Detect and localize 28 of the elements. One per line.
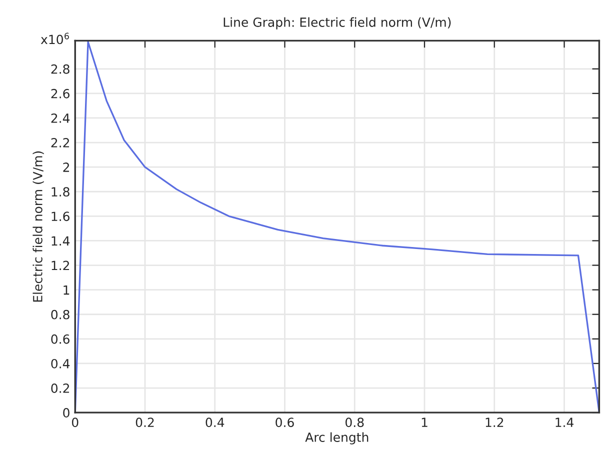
x-tick-label: 1: [422, 418, 428, 427]
y-tick-label: 0: [63, 408, 70, 418]
y-tick-label: 1.8: [52, 187, 70, 197]
y-tick-label: 2.8: [51, 64, 70, 74]
y-tick-label: 2.2: [51, 138, 70, 148]
chart-title: Line Graph: Electric field norm (V/m): [224, 17, 451, 30]
y-tick-label: 0.6: [51, 334, 70, 344]
y-axis-title: Electric field norm (V/m): [32, 151, 44, 302]
y-tick-label: 1.4: [52, 236, 70, 246]
y-tick-label: 1.2: [52, 260, 70, 270]
y-tick-label: 1.6: [52, 212, 70, 222]
x-tick-label: 0.2: [136, 418, 154, 428]
line-series: [75, 41, 600, 413]
y-tick-label: 1: [64, 285, 70, 295]
x-tick-label: 1.4: [556, 418, 574, 427]
x-tick-label: 0.4: [206, 418, 224, 428]
y-tick-label: 2.4: [51, 113, 70, 123]
y-tick-label: 0.8: [51, 310, 70, 320]
x-tick-label: 0.6: [276, 418, 294, 428]
y-tick-label: 2: [63, 162, 70, 172]
x-tick-label: 0: [72, 418, 78, 428]
text: x10$^{6}$: [40, 32, 69, 44]
y-tick-label: 0.2: [51, 383, 70, 393]
y-tick-label: 0.4: [51, 358, 70, 368]
x-axis-title: Arc length: [305, 432, 368, 444]
y-tick-label: 2.6: [51, 88, 70, 98]
x-tick-label: 1.2: [486, 418, 504, 427]
x-tick-label: 0.8: [346, 418, 364, 428]
